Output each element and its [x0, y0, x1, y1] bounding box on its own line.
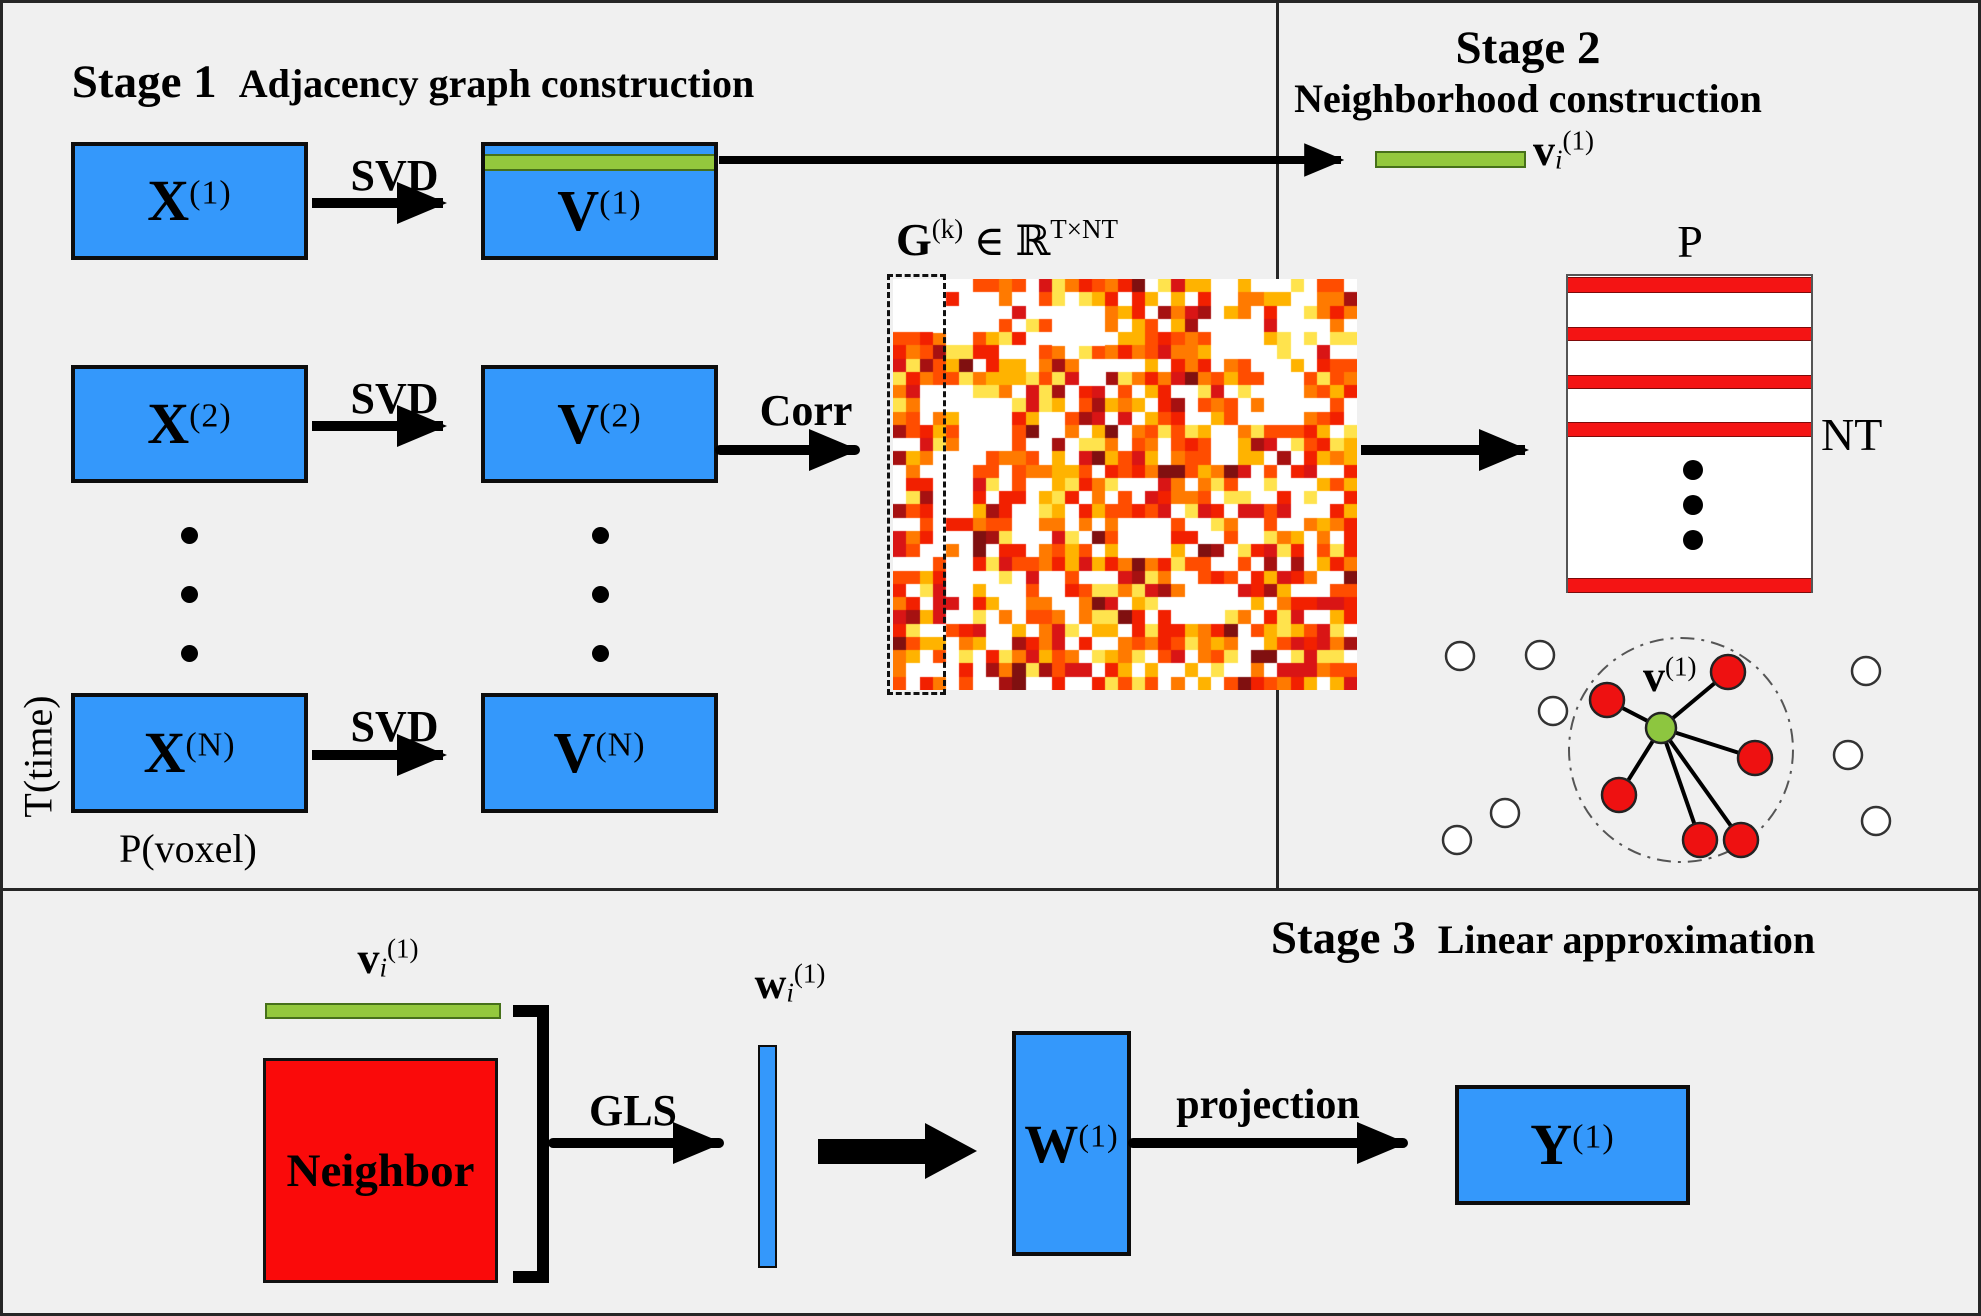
- non-neighbor-node: [1524, 639, 1556, 671]
- p-dimension-label: P: [1677, 216, 1703, 267]
- matrix-ellipsis-dot: [1683, 530, 1703, 550]
- panel-divider-horizontal: [3, 888, 1978, 891]
- vi-vector-label: vi(1): [1533, 125, 1594, 176]
- neighbor-matrix-box: Neighbor: [263, 1058, 498, 1283]
- stage2-subtitle: Neighborhood construction: [1294, 76, 1762, 121]
- heatmap-column-selection: [887, 274, 946, 695]
- neighbor-node: [1600, 776, 1638, 814]
- x2-label: X(2): [147, 391, 232, 456]
- stack-bracket: [513, 1005, 549, 1283]
- ellipsis-dot: [592, 586, 609, 603]
- graph-edge: [1659, 727, 1702, 841]
- output-box-y1: Y(1): [1455, 1085, 1690, 1205]
- adjacency-heatmap-canvas: [893, 279, 1357, 690]
- matrix-row-stripe: [1568, 277, 1811, 293]
- v1-label: V(1): [557, 178, 642, 243]
- neighbor-node: [1709, 653, 1747, 691]
- v2-label: V(2): [557, 391, 642, 456]
- matrix-box-v2: V(2): [481, 365, 718, 483]
- neighbor-node: [1736, 739, 1774, 777]
- projection-label: projection: [1176, 1082, 1360, 1128]
- graph-edge: [1606, 698, 1662, 730]
- non-neighbor-node: [1537, 695, 1569, 727]
- non-neighbor-node: [1850, 655, 1882, 687]
- ellipsis-dot: [181, 645, 198, 662]
- ellipsis-v-column: [592, 527, 609, 662]
- graph-edge: [1659, 726, 1743, 842]
- neighbor-node: [1588, 681, 1626, 719]
- neighborhood-matrix: [1566, 274, 1813, 593]
- graph-edge: [1660, 726, 1756, 760]
- xn-label: X(N): [143, 720, 236, 785]
- non-neighbor-node: [1441, 824, 1473, 856]
- neighbor-node: [1681, 821, 1719, 859]
- stage1-title: Stage 1 Adjacency graph construction: [72, 55, 754, 109]
- stage3-subtitle: Linear approximation: [1437, 917, 1816, 962]
- weight-matrix-box-w1: W(1): [1012, 1031, 1131, 1256]
- v1-row-highlight: [485, 154, 714, 171]
- ellipsis-x-column: [181, 527, 198, 662]
- matrix-box-vn: V(N): [481, 693, 718, 813]
- matrix-box-v1: V(1): [481, 142, 718, 260]
- matrix-ellipsis-dot: [1683, 495, 1703, 515]
- non-neighbor-node: [1489, 797, 1521, 829]
- ellipsis-dot: [181, 527, 198, 544]
- wi-vector-label: wi(1): [754, 958, 826, 1009]
- matrix-box-x2: X(2): [71, 365, 308, 483]
- center-voxel-node: [1644, 711, 1678, 745]
- gls-label: GLS: [588, 1086, 678, 1135]
- non-neighbor-node: [1860, 805, 1892, 837]
- non-neighbor-node: [1832, 739, 1864, 771]
- svd-label-1: SVD: [350, 151, 439, 200]
- non-neighbor-node: [1444, 640, 1476, 672]
- y1-label: Y(1): [1530, 1112, 1615, 1177]
- svd-label-2: SVD: [350, 374, 439, 423]
- ellipsis-dot: [592, 527, 609, 544]
- wi-weight-vector-bar: [758, 1045, 777, 1268]
- matrix-ellipsis-dot: [1683, 460, 1703, 480]
- time-axis-label: T(time): [15, 695, 61, 818]
- matrix-row-stripe: [1568, 422, 1811, 437]
- ellipsis-dot: [592, 645, 609, 662]
- svd-label-3: SVD: [350, 702, 439, 751]
- adjacency-heatmap: [893, 279, 1357, 690]
- matrix-row-stripe: [1568, 375, 1811, 389]
- matrix-box-xn: X(N): [71, 693, 308, 813]
- neighbor-label: Neighbor: [286, 1144, 475, 1197]
- graph-edge: [1617, 726, 1663, 797]
- matrix-row-stripe: [1568, 578, 1811, 593]
- stage2-title: Stage 2: [1288, 21, 1768, 75]
- matrix-row-stripe: [1568, 327, 1811, 341]
- stage3-vi-vector-bar: [265, 1003, 501, 1019]
- voxel-axis-label: P(voxel): [119, 826, 257, 871]
- corr-label: Corr: [759, 386, 853, 435]
- w1-label: W(1): [1024, 1113, 1119, 1174]
- v1-center-node-label: v(1): [1643, 651, 1697, 702]
- vi-row-vector-bar: [1375, 151, 1526, 168]
- stage3-title: Stage 3 Linear approximation: [1223, 911, 1863, 965]
- stage3-title-word: Stage 3: [1270, 912, 1416, 964]
- stage1-subtitle: Adjacency graph construction: [238, 61, 755, 106]
- x1-label: X(1): [147, 168, 232, 233]
- ellipsis-dot: [181, 586, 198, 603]
- nt-dimension-label: NT: [1821, 409, 1883, 460]
- v1-top-strip: [485, 146, 714, 154]
- stage1-title-word: Stage 1: [71, 56, 217, 108]
- g-matrix-formula: G(k) ∈ ℝT×NT: [896, 213, 1118, 265]
- stage2-subtitle-line: Neighborhood construction: [1288, 75, 1768, 122]
- matrix-box-x1: X(1): [71, 142, 308, 260]
- vn-label: V(N): [553, 720, 646, 785]
- stage3-vi-label: vi(1): [357, 933, 419, 984]
- wi-to-w1-thick-arrow: [818, 1123, 977, 1179]
- neighbor-node: [1722, 821, 1760, 859]
- stage2-title-word: Stage 2: [1455, 22, 1601, 74]
